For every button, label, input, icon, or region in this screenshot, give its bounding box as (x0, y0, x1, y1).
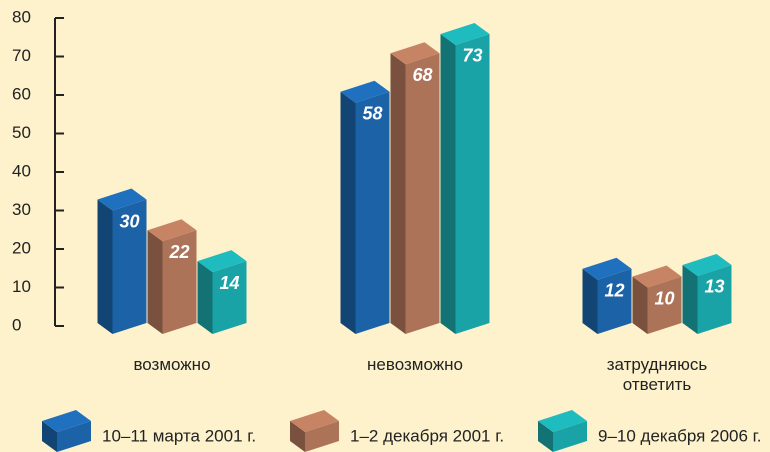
data-label: 14 (219, 273, 239, 293)
bar-top-face (632, 265, 682, 288)
legend-icon (42, 410, 91, 452)
data-label: 58 (362, 103, 382, 123)
bar (340, 80, 390, 334)
bar-top-face (682, 253, 732, 276)
legend-icon (538, 410, 587, 452)
bar (97, 188, 147, 334)
bar-top-face (147, 219, 197, 242)
bar-right-face (647, 276, 682, 334)
bar-top-face (197, 250, 247, 273)
bar (147, 219, 197, 334)
bar-right-face (455, 33, 490, 334)
bar-right-face (697, 264, 732, 334)
bar-top-face (290, 410, 339, 432)
bar-right-face (112, 199, 147, 334)
bar-left-face (682, 264, 698, 334)
x-tick-label: невозможно (367, 355, 463, 374)
bar (197, 250, 247, 334)
bar-right-face (57, 421, 91, 452)
data-label: 12 (604, 281, 624, 301)
bar-left-face (42, 421, 57, 452)
data-label: 30 (119, 211, 139, 231)
legend-label: 10–11 марта 2001 г. (102, 426, 256, 445)
data-label: 22 (168, 242, 189, 262)
bar-left-face (390, 53, 406, 334)
y-tick-label: 80 (12, 7, 31, 26)
bar-right-face (405, 53, 440, 334)
bar (682, 253, 732, 334)
bar-left-face (147, 230, 163, 334)
bar-left-face (632, 276, 648, 334)
data-label: 10 (654, 288, 674, 308)
y-tick-label: 0 (12, 315, 21, 334)
bar-top-face (582, 257, 632, 280)
y-tick-label: 40 (12, 161, 31, 180)
legend-label: 1–2 декабря 2001 г. (350, 426, 504, 445)
y-tick-label: 10 (12, 277, 31, 296)
y-tick-label: 20 (12, 238, 31, 257)
y-tick-label: 70 (12, 46, 31, 65)
bar-right-face (597, 268, 632, 334)
bar-left-face (97, 199, 113, 334)
x-tick-label: возможно (133, 355, 211, 374)
bar (390, 42, 440, 334)
bar-left-face (440, 33, 456, 334)
bar-left-face (340, 91, 356, 334)
bar-right-face (212, 261, 247, 334)
bar-right-face (305, 421, 339, 452)
bar-left-face (290, 421, 305, 452)
bar-right-face (553, 421, 587, 452)
bar-left-face (197, 261, 213, 334)
bar-top-face (340, 80, 390, 103)
data-label: 73 (462, 46, 482, 66)
x-tick-label: затрудняюсь ответить (606, 355, 708, 394)
bar (440, 22, 490, 334)
bar (632, 265, 682, 334)
y-tick-label: 50 (12, 123, 31, 142)
legend-icon (290, 410, 339, 452)
y-tick-label: 60 (12, 84, 31, 103)
bar-top-face (390, 42, 440, 65)
bar-top-face (42, 410, 91, 432)
bar (582, 257, 632, 334)
bar-top-face (538, 410, 587, 432)
legend-label: 9–10 декабря 2006 г. (598, 426, 762, 445)
bar-right-face (355, 91, 390, 334)
y-tick-label: 30 (12, 200, 31, 219)
data-label: 68 (412, 65, 432, 85)
bar-left-face (582, 268, 598, 334)
bar-top-face (97, 188, 147, 211)
bar-right-face (162, 230, 197, 334)
data-label: 13 (704, 277, 724, 297)
bar-top-face (440, 22, 490, 45)
bar-left-face (538, 421, 553, 452)
